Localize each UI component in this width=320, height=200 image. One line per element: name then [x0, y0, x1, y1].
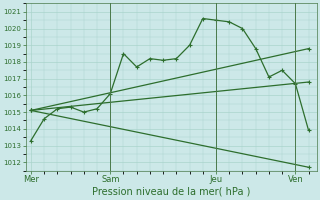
X-axis label: Pression niveau de la mer( hPa ): Pression niveau de la mer( hPa )	[92, 187, 250, 197]
